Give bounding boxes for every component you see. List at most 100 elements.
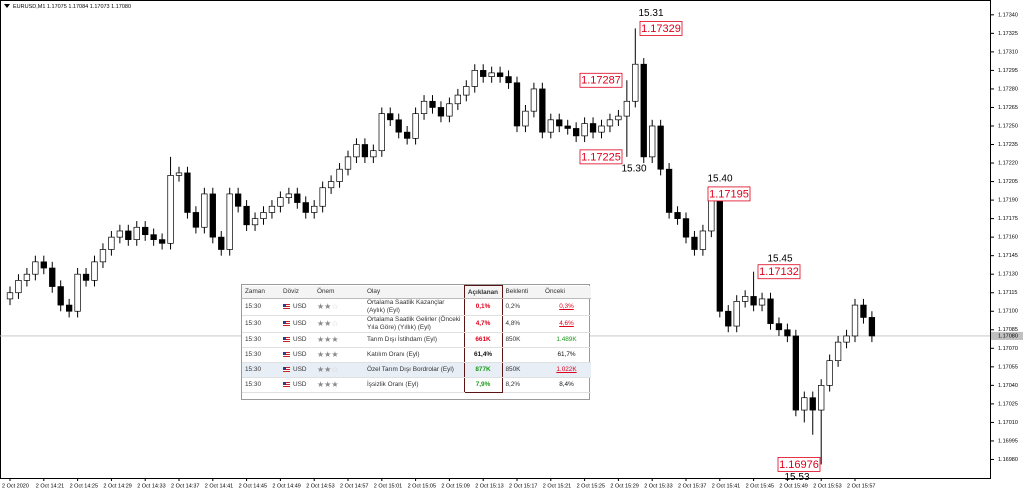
x-tick-label: 2 Oct 14:37 [171, 483, 199, 489]
annotation-price: 1.17287 [581, 75, 621, 87]
previous: 61,7% [557, 351, 576, 358]
candle-body [158, 239, 166, 244]
x-tick-label: 2 Oct 15:09 [441, 483, 469, 489]
candle-body [488, 72, 495, 77]
annotation-time: 15.31 [638, 8, 663, 19]
event-row: 15:30 USD ★★★ Tarım Dışı İstihdam (Eyl) 661K… [242, 332, 591, 348]
candle-body [387, 113, 394, 121]
candle-body [344, 156, 352, 170]
x-tick-label: 2 Oct 15:29 [610, 483, 638, 489]
calendar-table: Zaman Döviz Önem Olay Açıklanan Beklenti Öncek… [242, 285, 591, 393]
candle-body [665, 168, 673, 213]
forecast: 850K [502, 332, 542, 348]
candle-body [868, 317, 876, 337]
column-header: Döviz [280, 285, 314, 299]
candle-body [564, 125, 571, 129]
flag [283, 336, 290, 342]
time: 15:30 [242, 377, 280, 393]
candle-body [420, 100, 428, 114]
star: ★ [317, 334, 325, 344]
x-tick-label: 2 Oct 14:29 [103, 483, 131, 489]
candle-body [758, 298, 766, 306]
previous-cell: 1.489K [542, 332, 591, 348]
previous: 4,6% [559, 320, 574, 327]
annotation-time: 15.30 [621, 164, 646, 175]
annotation-price: 1.17132 [759, 266, 799, 278]
time: 15:30 [242, 298, 280, 316]
x-tick-label: 2 Oct 15:21 [543, 483, 571, 489]
candle-body [572, 128, 580, 137]
y-tick-label: 1.17175 [998, 216, 1018, 222]
annotation-time: 15.45 [767, 253, 792, 264]
x-tick-label: 2 Oct 14:33 [137, 483, 165, 489]
star: ★ [317, 379, 325, 389]
y-tick-label: 1.17265 [998, 105, 1018, 111]
candle-body [218, 236, 225, 250]
annotation-time: 15.40 [707, 174, 732, 185]
candle-body [302, 202, 309, 213]
annotation-price: 1.17329 [641, 23, 681, 35]
chart-title: EURUSD,M1 1.17075 1.17084 1.17073 1.1708… [13, 4, 131, 10]
annotation-time: 15.53 [784, 472, 809, 483]
candle-body [412, 113, 419, 139]
forecast [502, 347, 542, 363]
candle-body [429, 100, 436, 108]
last-price-label: 1.17080 [998, 333, 1018, 339]
candle-body [741, 296, 749, 302]
x-tick-label: 2 Oct 15:41 [712, 483, 740, 489]
y-tick-label: 1.16995 [998, 438, 1018, 444]
importance: ★★☆ [314, 362, 364, 378]
currency-cell: USD [280, 377, 314, 393]
event: İşsizlik Oranı (Eyl) [364, 377, 464, 393]
y-tick-label: 1.17070 [998, 346, 1018, 352]
candle-body [725, 310, 732, 327]
column-header: Olay [364, 285, 464, 299]
previous: 0,3% [559, 303, 574, 310]
column-header: Önceki [542, 285, 591, 299]
candle-body [623, 100, 630, 117]
calendar-panel: Zaman Döviz Önem Olay Açıklanan Beklenti Öncek… [241, 284, 591, 400]
y-tick-label: 1.17310 [998, 49, 1018, 55]
candle-body [142, 226, 149, 236]
candle-body [513, 82, 521, 127]
event: Katılım Oranı (Eyl) [364, 347, 464, 363]
candle-body [404, 131, 411, 139]
candle-body [40, 261, 47, 269]
candle-body [860, 304, 867, 318]
forecast: 4,8% [502, 315, 542, 333]
candle-body [581, 123, 588, 137]
annotation-price: 1.17195 [709, 188, 749, 200]
x-tick-label: 2 Oct 15:37 [678, 483, 706, 489]
y-tick-label: 1.17295 [998, 68, 1018, 74]
previous-cell: 4,6% [542, 315, 591, 333]
candle-body [632, 63, 639, 102]
candle-body [209, 193, 216, 238]
previous-cell: 0,3% [542, 298, 591, 316]
candle-body [471, 70, 478, 87]
star: ★ [324, 364, 332, 374]
column-header: Beklenti [502, 285, 542, 299]
candle-body [826, 360, 833, 386]
y-tick-label: 1.17040 [998, 383, 1018, 389]
column-header: Önem [314, 285, 364, 299]
candle-body [184, 172, 191, 213]
annotation-box [757, 264, 801, 280]
importance: ★★★ [314, 347, 364, 363]
importance: ★★★ [314, 332, 364, 348]
y-tick-label: 1.16980 [998, 457, 1018, 463]
candle-body [792, 335, 799, 411]
star: ★ [317, 301, 325, 311]
y-tick-label: 1.17025 [998, 401, 1018, 407]
y-tick-label: 1.17325 [998, 31, 1018, 37]
column-header: Açıklanan [463, 285, 503, 299]
y-tick-label: 1.17280 [998, 86, 1018, 92]
candle-body [108, 236, 115, 250]
currency: USD [293, 320, 307, 327]
time: 15:30 [242, 315, 280, 333]
currency: USD [293, 351, 307, 358]
y-tick-label: 1.17130 [998, 272, 1018, 278]
candle-body [327, 181, 335, 189]
last-price-box [991, 331, 1023, 340]
x-tick-label: 2 Oct 15:25 [577, 483, 605, 489]
star: ☆ [331, 318, 339, 328]
